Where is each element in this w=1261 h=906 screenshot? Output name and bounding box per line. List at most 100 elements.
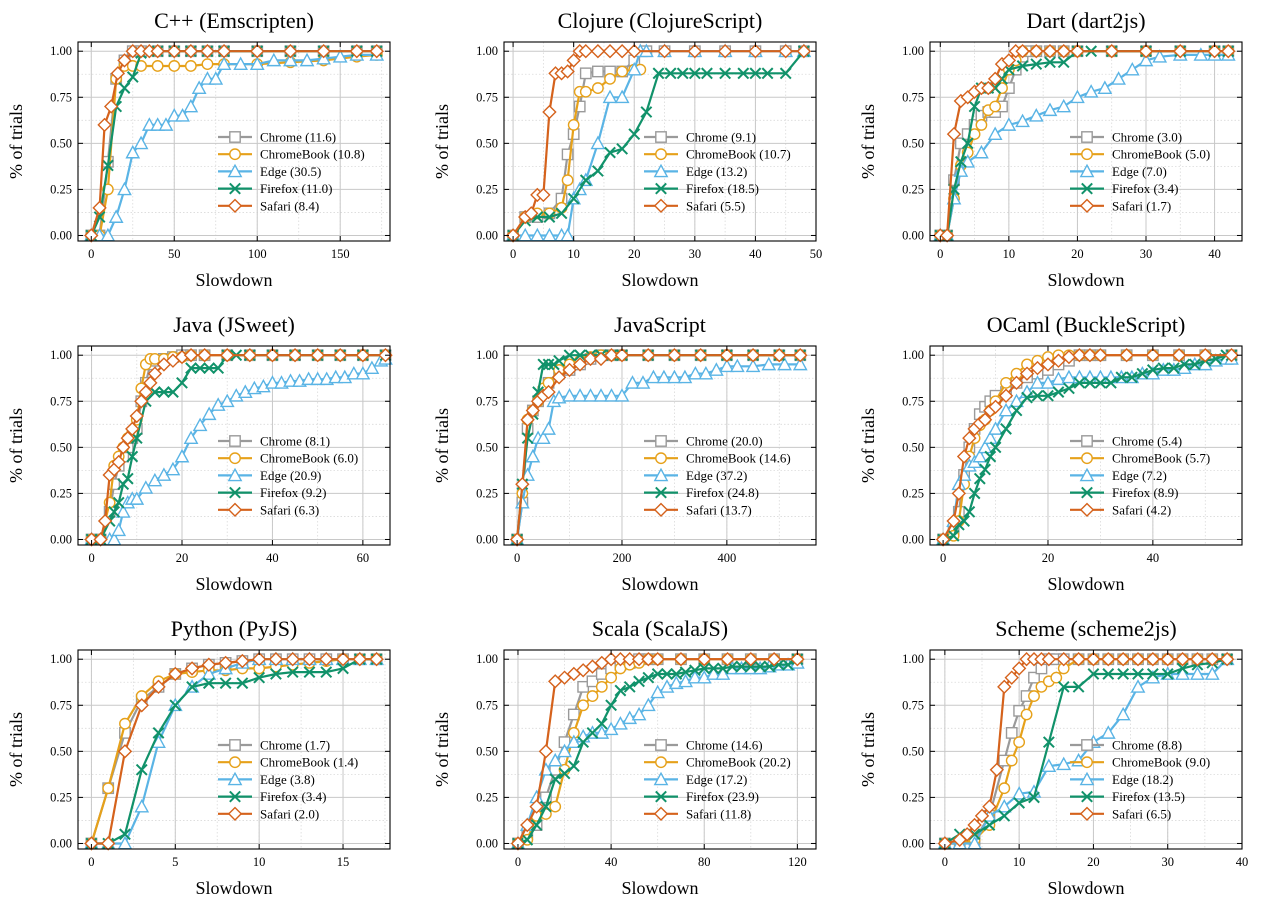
chart-panel: Scheme (scheme2js) 0 10 20 30 40 0.00 0.25 0.50 0… (852, 608, 1261, 906)
data-point (1176, 662, 1189, 675)
legend-label: ChromeBook (5.0) (1112, 147, 1210, 162)
data-point (208, 71, 224, 85)
data-point (1019, 366, 1035, 381)
data-point (1009, 375, 1024, 391)
legend-label: Firefox (8.9) (1112, 485, 1178, 500)
data-point (202, 677, 215, 690)
chart-svg: Scheme (scheme2js) 0 10 20 30 40 0.00 0.25 0.50 0… (858, 616, 1248, 898)
legend-label: Edge (18.2) (1112, 772, 1173, 787)
data-point (210, 397, 226, 411)
y-axis-label: % of trials (858, 712, 878, 787)
data-point (299, 52, 315, 67)
data-point (616, 65, 629, 78)
data-point (1031, 389, 1044, 402)
data-point (562, 362, 577, 378)
data-point (1010, 404, 1023, 417)
data-point (335, 652, 351, 667)
legend-label: Firefox (18.5) (686, 181, 759, 196)
data-point (218, 655, 233, 671)
data-point (579, 85, 592, 98)
data-point (558, 767, 571, 780)
data-point (183, 98, 199, 113)
x-tick-label: 150 (331, 247, 350, 261)
legend-marker (1081, 435, 1093, 447)
data-point (1093, 348, 1108, 363)
legend-label: Safari (4.2) (1112, 502, 1171, 517)
data-point (667, 348, 682, 363)
x-tick-label: 0 (940, 551, 946, 565)
data-point (614, 89, 630, 104)
legend: Chrome (3.0) ChromeBook (5.0) Edge (7.0) Fi… (1070, 130, 1210, 213)
chart-svg: Clojure (ClojureScript) 0 10 20 30 40 50 0.00 0.… (432, 8, 822, 290)
data-point (954, 137, 967, 150)
data-point (301, 371, 316, 386)
x-axis-label: Slowdown (1047, 270, 1124, 290)
data-point (743, 652, 758, 667)
data-point (946, 126, 962, 142)
chart-svg: Python (PyJS) 0 5 10 15 0.00 0.25 0.50 0.75 1.00 S… (6, 616, 391, 898)
data-point (265, 375, 280, 389)
data-point (947, 529, 960, 542)
x-tick-label: 10 (567, 247, 580, 261)
data-point (1100, 725, 1116, 739)
x-axis-label: Slowdown (195, 574, 272, 594)
plot-frame (929, 41, 1243, 242)
legend-marker (1081, 131, 1093, 143)
data-point (557, 743, 572, 758)
chart-title: C++ (Emscripten) (154, 8, 314, 33)
data-point (744, 660, 757, 673)
data-point (761, 67, 774, 80)
data-point (1057, 56, 1070, 69)
data-point (989, 100, 1002, 113)
x-tick-label: 40 (1147, 551, 1160, 565)
data-point (1224, 348, 1239, 363)
data-point (707, 662, 720, 675)
x-tick-label: 20 (176, 551, 189, 565)
legend-label: Safari (11.8) (686, 806, 751, 821)
data-point (235, 653, 250, 669)
data-point (592, 82, 604, 94)
data-point (126, 71, 139, 83)
data-point (1104, 44, 1119, 59)
data-point (640, 697, 656, 712)
series-safari (509, 348, 808, 547)
y-tick-label: 0.75 (50, 698, 72, 712)
legend-label: Chrome (5.4) (1112, 434, 1182, 449)
x-axis-label: Slowdown (1047, 878, 1124, 898)
y-axis-label: % of trials (432, 408, 452, 483)
data-point (1115, 371, 1128, 384)
y-tick-label: 0.00 (50, 836, 72, 850)
data-point (1000, 423, 1012, 435)
data-point (982, 799, 997, 814)
data-point (151, 60, 164, 72)
data-point (622, 710, 638, 725)
x-tick-label: 10 (1003, 247, 1016, 261)
data-point (602, 89, 618, 104)
legend-label: Safari (6.5) (1112, 806, 1171, 821)
data-point (117, 744, 133, 759)
data-point (1040, 375, 1056, 389)
data-point (688, 67, 701, 80)
legend-marker (655, 148, 667, 161)
data-point (1207, 44, 1222, 59)
data-point (369, 44, 384, 59)
data-point (998, 809, 1011, 822)
legend: Chrome (20.0) ChromeBook (14.6) Edge (37.2… (644, 434, 791, 517)
data-point (1028, 671, 1040, 684)
data-point (310, 371, 326, 386)
plot-frame (929, 649, 1243, 850)
chart-panel: OCaml (BuckleScript) 0 20 40 0.00 0.25 0.50 0.7… (852, 304, 1261, 602)
data-point (719, 348, 735, 363)
y-tick-label: 0.00 (476, 228, 498, 242)
data-point (951, 486, 967, 501)
data-point (1146, 364, 1159, 376)
data-point (590, 135, 606, 150)
legend: Chrome (11.6) ChromeBook (10.8) Edge (30.5… (218, 130, 365, 213)
data-point (183, 44, 199, 59)
data-point (777, 356, 792, 371)
data-point (1030, 58, 1043, 71)
data-point (549, 800, 562, 813)
data-point (689, 664, 701, 677)
data-point (1041, 758, 1057, 772)
x-tick-label: 0 (88, 247, 94, 261)
